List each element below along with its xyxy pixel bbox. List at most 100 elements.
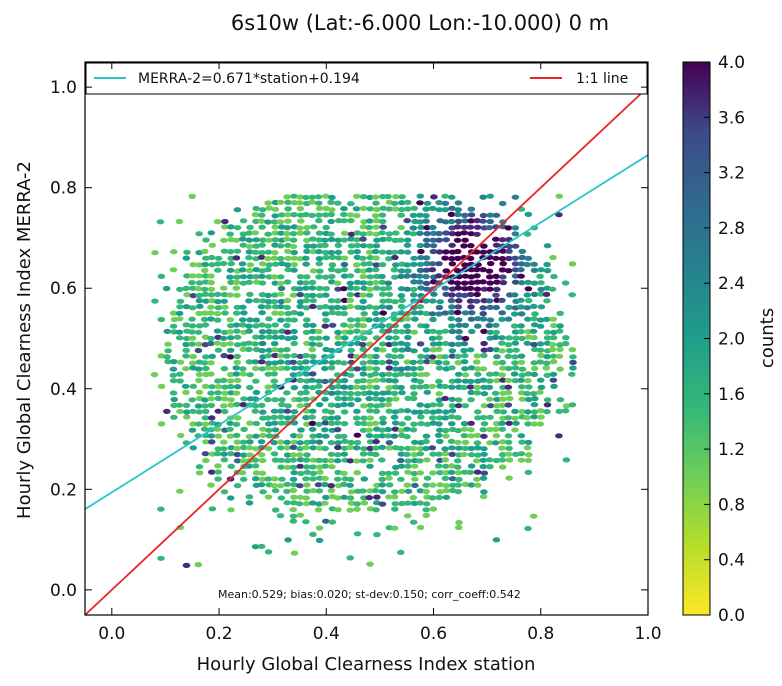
hexbin-cell	[308, 408, 317, 414]
hexbin-cell	[517, 433, 526, 439]
hexbin-cell	[391, 206, 400, 212]
hexbin-cell	[403, 262, 412, 268]
hexbin-cell	[422, 280, 431, 286]
hexbin-cell	[486, 304, 494, 310]
hexbin-cell	[233, 353, 241, 359]
hexbin-cell	[409, 231, 418, 237]
hexbin-cell	[284, 206, 292, 212]
hexbin-cell	[447, 218, 456, 225]
hexbin-cell	[309, 385, 317, 391]
hexbin-cell	[233, 342, 242, 348]
hexbin-cell	[284, 415, 292, 421]
hexbin-cell	[277, 274, 285, 280]
hexbin-cell	[366, 359, 375, 365]
hexbin-cell	[302, 495, 311, 501]
hexbin-cell	[257, 359, 266, 365]
hexbin-cell	[195, 341, 203, 347]
hexbin-cell	[397, 408, 405, 414]
hexbin-cell	[530, 316, 538, 322]
hexbin-cell	[302, 501, 311, 507]
hexbin-cell	[289, 231, 298, 237]
hexbin-cell	[259, 298, 267, 304]
hexbin-cell	[303, 452, 311, 458]
hexbin-cell	[448, 304, 456, 310]
hexbin-cell	[505, 304, 513, 310]
hexbin-cell	[195, 421, 203, 427]
hexbin-cell	[308, 341, 317, 347]
hexbin-cell	[390, 390, 399, 396]
hexbin-cell	[498, 402, 507, 408]
hexbin-cell	[523, 261, 531, 268]
hexbin-cell	[169, 372, 178, 378]
hexbin-cell	[398, 390, 406, 396]
y-tick-label: 0.8	[50, 179, 77, 199]
hexbin-cell	[315, 439, 324, 445]
hexbin-cell	[410, 329, 419, 335]
hexbin-cell	[302, 464, 311, 470]
hexbin-cell	[290, 385, 299, 391]
hexbin-cell	[530, 409, 539, 415]
hexbin-cell	[214, 395, 223, 402]
hexbin-cell	[454, 211, 462, 218]
hexbin-cell	[360, 219, 368, 225]
hexbin-cell	[340, 206, 348, 212]
hexbin-cell	[295, 397, 304, 403]
hexbin-cell	[189, 421, 197, 427]
hexbin-cell	[473, 273, 481, 279]
hexbin-cell	[499, 396, 507, 402]
hexbin-cell	[474, 316, 482, 322]
hexbin-cell	[321, 500, 329, 506]
hexbin-cell	[390, 494, 399, 500]
hexbin-cell	[245, 463, 253, 469]
hexbin-cell	[176, 304, 184, 310]
hexbin-cell	[239, 304, 247, 310]
hexbin-cell	[435, 365, 444, 371]
hexbin-cell	[321, 237, 329, 243]
hexbin-cell	[321, 365, 329, 372]
hexbin-cell	[309, 396, 318, 402]
hexbin-cell	[461, 212, 469, 218]
hexbin-cell	[417, 414, 425, 420]
hexbin-cell	[466, 384, 475, 390]
hexbin-cell	[372, 439, 380, 445]
hexbin-cell	[454, 200, 463, 206]
hexbin-cell	[505, 243, 514, 250]
hexbin-cell	[360, 446, 368, 452]
hexbin-cell	[201, 322, 210, 328]
hexbin-cell	[183, 414, 191, 420]
hexbin-cell	[202, 408, 210, 415]
hexbin-cell	[347, 236, 355, 242]
hexbin-cell	[416, 200, 424, 206]
hexbin-cell	[340, 255, 349, 261]
hexbin-cell	[543, 329, 552, 335]
hexbin-cell	[467, 280, 476, 286]
hexbin-cell	[428, 335, 437, 341]
hexbin-cell	[271, 224, 280, 230]
hexbin-cell	[252, 433, 260, 439]
hexbin-cell	[207, 310, 215, 316]
hexbin-cell	[322, 335, 331, 341]
hexbin-cell	[182, 402, 191, 408]
hexbin-cell	[202, 365, 210, 372]
hexbin-cell	[372, 384, 381, 390]
hexbin-cell	[213, 451, 222, 457]
hexbin-cell	[499, 365, 507, 371]
hexbin-cell	[454, 317, 463, 323]
hexbin-cell	[227, 402, 235, 408]
hexbin-cell	[486, 317, 495, 323]
hexbin-cell	[302, 298, 311, 304]
y-tick-label: 1.0	[50, 78, 77, 98]
hexbin-cell	[252, 267, 261, 273]
hexbin-cell	[397, 273, 405, 279]
hexbin-cell	[353, 366, 362, 372]
hexbin-cell	[296, 206, 305, 212]
hexbin-cell	[220, 408, 229, 415]
hexbin-cell	[379, 420, 387, 426]
hexbin-cell	[289, 476, 298, 482]
hexbin-cell	[201, 291, 210, 297]
hexbin-cell	[428, 298, 437, 304]
hexbin-cell	[233, 445, 241, 451]
hexbin-cell	[202, 237, 210, 243]
hexbin-cell	[245, 267, 254, 274]
hexbin-cell	[391, 426, 400, 432]
